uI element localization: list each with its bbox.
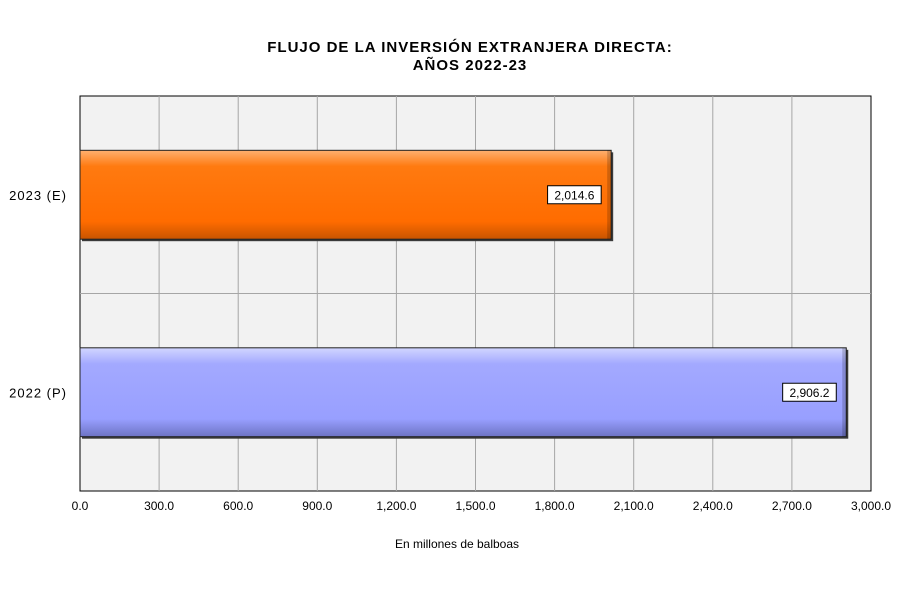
y-category-label: 2023 (E)	[9, 188, 67, 203]
data-label: 2,014.6	[554, 188, 594, 202]
bar-bevel	[842, 347, 847, 437]
bar	[79, 347, 847, 438]
y-axis-categories: 2023 (E) 2022 (P)	[9, 188, 67, 401]
x-axis-title: En millones de balboas	[395, 537, 519, 551]
chart-title-line-1: FLUJO DE LA INVERSIÓN EXTRANJERA DIRECTA…	[267, 38, 672, 56]
x-tick-label: 600.0	[223, 499, 253, 513]
x-axis-ticks: 0.0 300.0 600.0 900.0 1,200.0 1,500.0 1,800.0 2…	[72, 499, 892, 513]
x-tick-label: 2,400.0	[693, 499, 733, 513]
bar-group: 2,906.2	[79, 347, 849, 439]
bar-bevel	[607, 150, 612, 240]
bars: 2,014.6 2,906.2	[79, 149, 849, 439]
x-tick-label: 1,800.0	[535, 499, 575, 513]
x-tick-label: 0.0	[72, 499, 89, 513]
bar-group: 2,014.6	[79, 149, 614, 242]
data-label-box	[547, 185, 602, 205]
x-tick-label: 300.0	[144, 499, 174, 513]
y-category-label: 2022 (P)	[9, 385, 67, 400]
chart-title-line-2: AÑOS 2022-23	[413, 56, 528, 74]
x-tick-label: 2,100.0	[614, 499, 654, 513]
x-tick-label: 900.0	[302, 499, 332, 513]
data-label-box	[782, 382, 837, 402]
x-tick-label: 1,500.0	[455, 499, 495, 513]
bar	[79, 149, 612, 240]
data-label: 2,906.2	[789, 386, 829, 400]
x-tick-label: 1,200.0	[376, 499, 416, 513]
x-tick-label: 3,000.0	[851, 499, 891, 513]
x-tick-label: 2,700.0	[772, 499, 812, 513]
